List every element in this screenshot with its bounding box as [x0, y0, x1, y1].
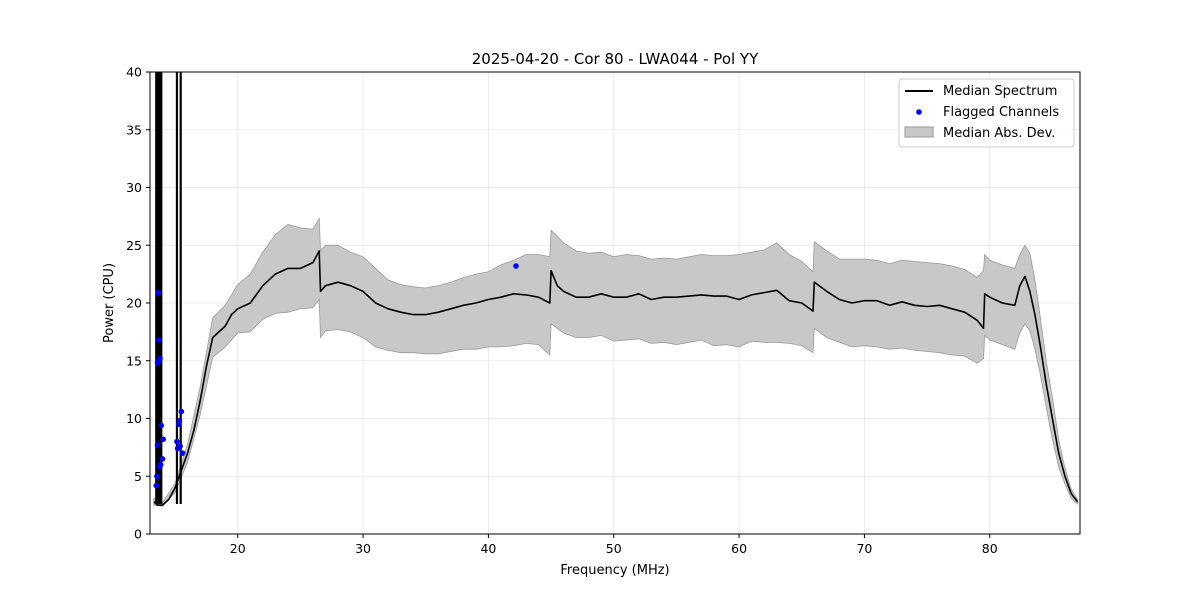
- flagged-channel-point: [179, 450, 186, 456]
- flagged-channel-point: [178, 408, 185, 415]
- legend-mad-swatch: [904, 126, 934, 138]
- legend: Median Spectrum Flagged Channels Median …: [898, 78, 1075, 148]
- flagged-channel-point: [157, 461, 164, 468]
- x-tick-label: 70: [856, 541, 872, 556]
- legend-mad-label: Median Abs. Dev.: [943, 126, 1055, 141]
- y-tick-label: 25: [126, 238, 142, 253]
- flagged-channel-point: [153, 482, 160, 489]
- x-tick-label: 50: [606, 541, 622, 556]
- flagged-channel-point: [158, 422, 165, 429]
- flagged-channel-point: [154, 473, 160, 480]
- flagged-channel-point: [174, 438, 180, 445]
- y-tick-label: 5: [134, 469, 142, 484]
- y-axis: 0 5 10 15 20 25 30 35 40: [126, 65, 150, 542]
- flagged-channel-point: [154, 442, 161, 448]
- plot-area: [153, 72, 1079, 507]
- flagged-channel-point: [176, 418, 183, 424]
- legend-flagged-swatch: [916, 109, 922, 115]
- legend-median-label: Median Spectrum: [943, 84, 1057, 99]
- legend-flagged-label: Flagged Channels: [943, 105, 1059, 120]
- flagged-channel-point: [157, 355, 163, 362]
- flagged-channel-point: [160, 436, 166, 443]
- median-spectrum-line: [153, 250, 1079, 506]
- mad-band: [153, 217, 1078, 507]
- flagged-channel-point: [159, 456, 166, 462]
- x-tick-label: 20: [230, 541, 246, 556]
- x-tick-label: 30: [355, 541, 371, 556]
- y-axis-label: Power (CPU): [102, 263, 117, 343]
- y-tick-label: 0: [134, 527, 142, 542]
- chart-title: 2025-04-20 - Cor 80 - LWA044 - Pol YY: [472, 50, 759, 68]
- y-tick-label: 30: [126, 180, 142, 195]
- y-tick-label: 20: [126, 296, 142, 311]
- y-tick-label: 40: [126, 65, 142, 80]
- x-axis-label: Frequency (MHz): [560, 563, 669, 578]
- y-tick-label: 10: [126, 411, 142, 426]
- x-tick-label: 40: [480, 541, 496, 556]
- legend-box: [898, 78, 1075, 148]
- flagged-channel-point: [513, 263, 519, 269]
- x-tick-label: 80: [982, 541, 998, 556]
- y-tick-label: 35: [126, 122, 142, 137]
- x-tick-label: 60: [731, 541, 747, 556]
- y-tick-label: 15: [126, 353, 142, 368]
- flagged-channel-point: [155, 337, 162, 343]
- flagged-channel-point: [155, 289, 161, 296]
- x-axis: 20 30 40 50 60 70 80: [230, 534, 998, 556]
- flagged-channel-point: [177, 443, 183, 450]
